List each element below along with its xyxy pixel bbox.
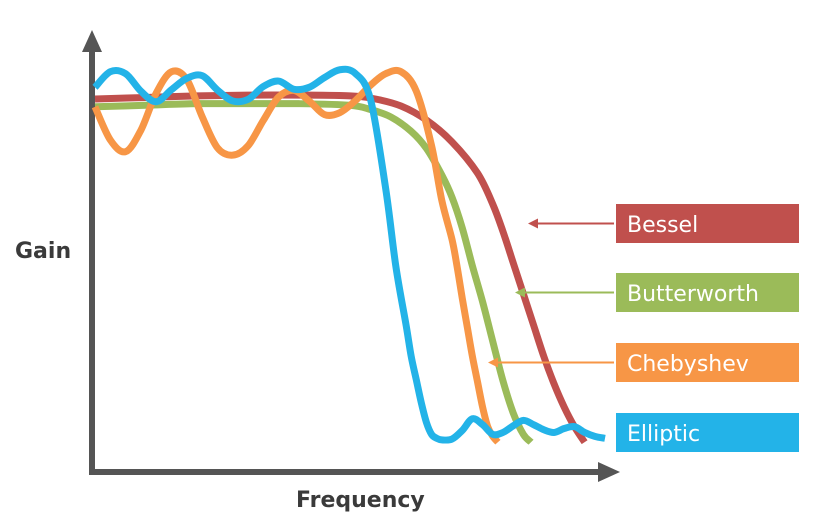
legend-label-bessel: Bessel: [627, 213, 698, 238]
legend-pointer-arrowhead-bessel: [528, 218, 538, 229]
series-line-bessel: [94, 91, 588, 445]
legend-item-butterworth: Butterworth: [616, 273, 799, 312]
legend-box-butterworth: [616, 273, 799, 312]
axes: [82, 30, 620, 482]
x-axis-arrow: [598, 462, 620, 482]
y-axis-arrow: [82, 30, 102, 52]
legend-label-elliptic: Elliptic: [627, 422, 700, 447]
legend-label-butterworth: Butterworth: [627, 282, 759, 307]
x-axis-title: Frequency: [296, 488, 425, 513]
legend-item-elliptic: Elliptic: [616, 413, 799, 452]
series-line-elliptic: [92, 65, 606, 444]
y-axis-title: Gain: [15, 239, 71, 264]
legend-pointer-arrowhead-butterworth: [515, 287, 525, 298]
legend-item-chebyshev: Chebyshev: [616, 343, 799, 382]
legend-box-elliptic: [616, 413, 799, 452]
legend-label-chebyshev: Chebyshev: [627, 352, 749, 377]
legend-box-chebyshev: [616, 343, 799, 382]
series-line-chebyshev: [91, 66, 501, 445]
series-layer: [91, 65, 606, 445]
legend-pointer-arrowhead-chebyshev: [488, 357, 498, 368]
legend-item-bessel: Bessel: [616, 204, 799, 243]
legend-pointers: [488, 218, 614, 368]
legend: Bessel Butterworth Chebyshev Elliptic: [616, 204, 799, 452]
legend-box-bessel: [616, 204, 799, 243]
